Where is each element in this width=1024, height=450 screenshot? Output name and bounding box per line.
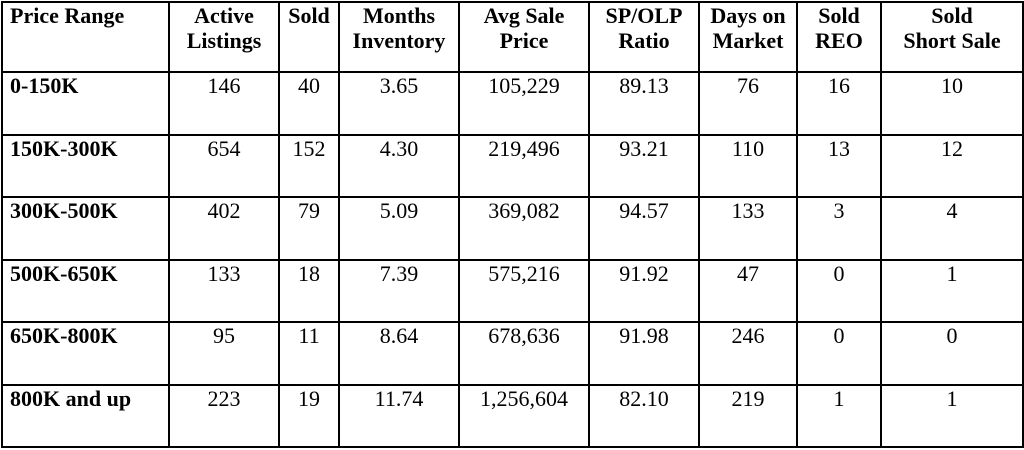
cell-days-on-market: 47: [698, 258, 798, 323]
header-months-inventory: Months Inventory: [338, 1, 460, 73]
table-row: 300K-500K 402 79 5.09 369,082 94.57 133 …: [1, 196, 1024, 261]
cell-avg-sale-price: 105,229: [458, 71, 590, 136]
cell-sp-olp-ratio: 91.92: [588, 258, 700, 323]
cell-sold: 79: [278, 196, 340, 261]
cell-days-on-market: 219: [698, 383, 798, 448]
header-months-inventory-line2: Inventory: [352, 28, 446, 53]
cell-sold-reo: 16: [796, 71, 882, 136]
table-row: 800K and up 223 19 11.74 1,256,604 82.10…: [1, 383, 1024, 448]
cell-sold-short-sale: 1: [880, 258, 1024, 323]
cell-days-on-market: 110: [698, 133, 798, 198]
table-row: 650K-800K 95 11 8.64 678,636 91.98 246 0…: [1, 321, 1024, 386]
cell-months-inventory: 4.30: [338, 133, 460, 198]
cell-sold: 19: [278, 383, 340, 448]
cell-avg-sale-price: 678,636: [458, 321, 590, 386]
header-active-listings-line2: Listings: [186, 28, 262, 53]
cell-sold: 152: [278, 133, 340, 198]
cell-sold: 40: [278, 71, 340, 136]
cell-sold-reo: 1: [796, 383, 882, 448]
cell-sold-reo: 0: [796, 258, 882, 323]
cell-days-on-market: 133: [698, 196, 798, 261]
cell-sp-olp-ratio: 91.98: [588, 321, 700, 386]
table-row: 500K-650K 133 18 7.39 575,216 91.92 47 0…: [1, 258, 1024, 323]
header-row: Price Range Active Listings Sold Months …: [1, 1, 1024, 73]
cell-sold-short-sale: 1: [880, 383, 1024, 448]
cell-days-on-market: 246: [698, 321, 798, 386]
header-sold-short-sale: Sold Short Sale: [880, 1, 1024, 73]
cell-sold: 18: [278, 258, 340, 323]
cell-avg-sale-price: 1,256,604: [458, 383, 590, 448]
header-days-on-market-line2: Market: [712, 28, 784, 53]
header-sold-reo: Sold REO: [796, 1, 882, 73]
cell-sp-olp-ratio: 89.13: [588, 71, 700, 136]
table-row: 0-150K 146 40 3.65 105,229 89.13 76 16 1…: [1, 71, 1024, 136]
header-avg-sale-price-line1: Avg Sale: [483, 3, 565, 28]
cell-active-listings: 654: [168, 133, 280, 198]
cell-sold-short-sale: 12: [880, 133, 1024, 198]
cell-active-listings: 146: [168, 71, 280, 136]
cell-sp-olp-ratio: 82.10: [588, 383, 700, 448]
cell-sp-olp-ratio: 93.21: [588, 133, 700, 198]
header-sold-reo-line1: Sold: [818, 3, 860, 28]
header-active-listings: Active Listings: [168, 1, 280, 73]
header-price-range: Price Range: [1, 1, 170, 73]
cell-sold-reo: 3: [796, 196, 882, 261]
cell-sold: 11: [278, 321, 340, 386]
header-avg-sale-price: Avg Sale Price: [458, 1, 590, 73]
cell-avg-sale-price: 219,496: [458, 133, 590, 198]
header-sold-label: Sold: [288, 3, 330, 28]
cell-months-inventory: 7.39: [338, 258, 460, 323]
cell-avg-sale-price: 369,082: [458, 196, 590, 261]
cell-active-listings: 95: [168, 321, 280, 386]
header-sold-short-sale-line1: Sold: [931, 3, 973, 28]
cell-active-listings: 402: [168, 196, 280, 261]
cell-avg-sale-price: 575,216: [458, 258, 590, 323]
header-sp-olp-ratio-line1: SP/OLP: [605, 3, 683, 28]
header-sp-olp-ratio: SP/OLP Ratio: [588, 1, 700, 73]
header-sold: Sold: [278, 1, 340, 73]
cell-months-inventory: 3.65: [338, 71, 460, 136]
header-price-range-label: Price Range: [10, 3, 125, 28]
cell-sold-short-sale: 10: [880, 71, 1024, 136]
cell-days-on-market: 76: [698, 71, 798, 136]
header-sold-reo-line2: REO: [815, 28, 863, 53]
cell-sold-reo: 0: [796, 321, 882, 386]
cell-price-range: 800K and up: [1, 383, 170, 448]
cell-price-range: 300K-500K: [1, 196, 170, 261]
cell-sold-reo: 13: [796, 133, 882, 198]
header-active-listings-line1: Active: [194, 3, 254, 28]
header-months-inventory-line1: Months: [362, 3, 436, 28]
cell-months-inventory: 5.09: [338, 196, 460, 261]
cell-price-range: 150K-300K: [1, 133, 170, 198]
cell-price-range: 0-150K: [1, 71, 170, 136]
cell-price-range: 650K-800K: [1, 321, 170, 386]
table-row: 150K-300K 654 152 4.30 219,496 93.21 110…: [1, 133, 1024, 198]
header-sold-short-sale-line2: Short Sale: [903, 28, 1001, 53]
cell-sold-short-sale: 4: [880, 196, 1024, 261]
cell-months-inventory: 11.74: [338, 383, 460, 448]
cell-sold-short-sale: 0: [880, 321, 1024, 386]
cell-price-range: 500K-650K: [1, 258, 170, 323]
cell-months-inventory: 8.64: [338, 321, 460, 386]
header-days-on-market-line1: Days on: [710, 3, 786, 28]
header-days-on-market: Days on Market: [698, 1, 798, 73]
cell-sp-olp-ratio: 94.57: [588, 196, 700, 261]
header-sp-olp-ratio-line2: Ratio: [618, 28, 670, 53]
cell-active-listings: 133: [168, 258, 280, 323]
cell-active-listings: 223: [168, 383, 280, 448]
header-avg-sale-price-line2: Price: [499, 28, 549, 53]
